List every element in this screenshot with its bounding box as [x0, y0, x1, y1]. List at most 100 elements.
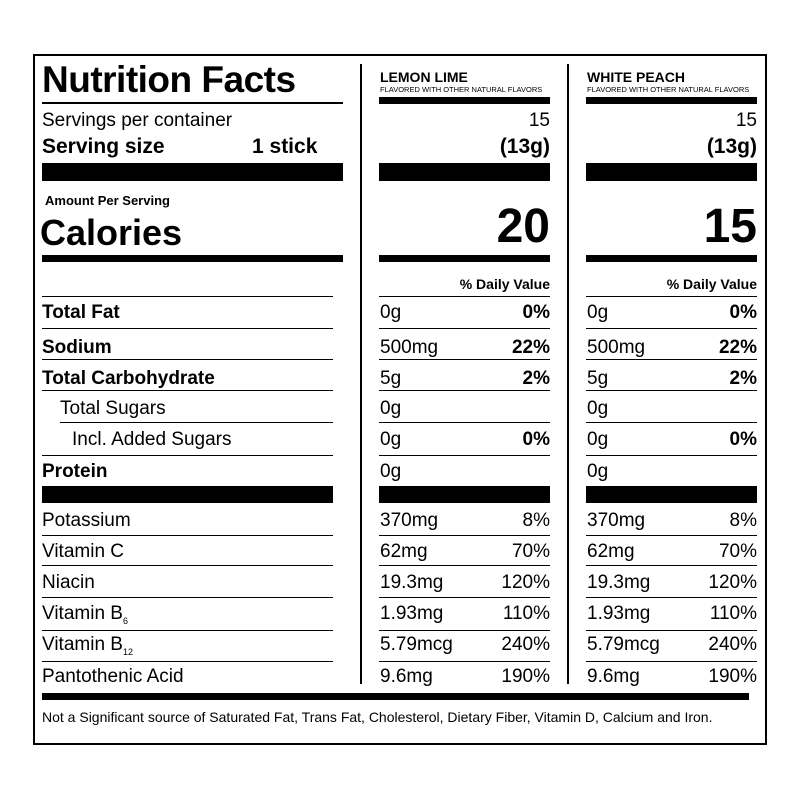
total-sugars-amount: 0g [380, 398, 402, 419]
vitamin-b6-amount: 1.93mg [380, 603, 444, 624]
servings-per-container-label: Servings per container [42, 110, 233, 131]
protein-amount: 0g [587, 461, 609, 482]
rule [586, 390, 757, 391]
niacin-label: Niacin [42, 572, 95, 593]
thick-bar-serving [586, 163, 757, 181]
vitamin-b12-amount: 5.79mcg [587, 634, 660, 655]
rule [379, 565, 550, 566]
rule [379, 422, 550, 423]
rule [586, 296, 757, 297]
daily-value-header: % Daily Value [459, 276, 550, 292]
daily-value-header: % Daily Value [666, 276, 757, 292]
calories-value: 15 [703, 200, 757, 253]
vitamin-c-dv: 70% [511, 541, 550, 562]
label-title: Nutrition Facts [42, 59, 296, 100]
serving-size-label: Serving size [42, 135, 165, 158]
total-fat-amount: 0g [380, 302, 402, 323]
vitamin-b6-subscript: 6 [122, 616, 128, 626]
flavor-subtitle: FLAVORED WITH OTHER NATURAL FLAVORS [380, 85, 543, 94]
serving-weight: (13g) [706, 135, 757, 158]
rule [379, 390, 550, 391]
rule [379, 359, 550, 360]
rule [60, 422, 333, 423]
title-rule [42, 102, 343, 104]
vitamin-b6-amount: 1.93mg [587, 603, 651, 624]
servings-value: 15 [528, 110, 550, 131]
pantothenic-acid-label: Pantothenic Acid [42, 666, 184, 687]
total-fat-label: Total Fat [42, 302, 120, 323]
rule [379, 597, 550, 598]
calories-value: 20 [496, 200, 550, 253]
rule [42, 328, 333, 329]
protein-amount: 0g [380, 461, 402, 482]
thick-bar-serving [42, 163, 343, 181]
thick-bar-serving [379, 163, 550, 181]
pantothenic-acid-amount: 9.6mg [587, 666, 640, 687]
thick-bar-protein [586, 486, 757, 503]
rule [586, 630, 757, 631]
total-fat-dv: 0% [522, 302, 550, 323]
rule [586, 422, 757, 423]
added-sugars-amount: 0g [587, 429, 609, 450]
rule [379, 661, 550, 662]
vitamin-b12-amount: 5.79mcg [380, 634, 453, 655]
amount-per-serving-label: Amount Per Serving [45, 193, 170, 208]
rule [586, 565, 757, 566]
column-divider-1 [360, 64, 362, 684]
calories-label: Calories [40, 212, 183, 253]
niacin-amount: 19.3mg [587, 572, 651, 593]
rule [42, 630, 333, 631]
rule [42, 661, 333, 662]
potassium-label: Potassium [42, 510, 131, 531]
vitamin-b12-label: Vitamin B12 [42, 634, 133, 657]
flavor-name: LEMON LIME [380, 69, 468, 85]
rule [586, 359, 757, 360]
sodium-amount: 500mg [380, 337, 439, 358]
thick-bar-protein [379, 486, 550, 503]
potassium-amount: 370mg [587, 510, 646, 531]
vitamin-b6-label: Vitamin B6 [42, 603, 128, 626]
rule [379, 455, 550, 456]
flavor-header-bar [586, 97, 757, 104]
rule [586, 455, 757, 456]
total-carbohydrate-amount: 5g [380, 368, 402, 389]
rule [586, 597, 757, 598]
sodium-dv: 22% [511, 337, 550, 358]
flavor-name: WHITE PEACH [587, 69, 685, 85]
medium-bar-calories [586, 255, 757, 262]
vitamin-c-amount: 62mg [380, 541, 428, 562]
thick-bar-protein [42, 486, 333, 503]
added-sugars-label: Incl. Added Sugars [72, 429, 232, 450]
medium-bar-calories [379, 255, 550, 262]
potassium-dv: 8% [729, 510, 757, 531]
footnote-bar [42, 693, 749, 700]
vitamin-c-label: Vitamin C [42, 541, 125, 562]
total-fat-dv: 0% [729, 302, 757, 323]
vitamin-c-amount: 62mg [587, 541, 635, 562]
rule [586, 328, 757, 329]
rule [42, 565, 333, 566]
added-sugars-dv: 0% [729, 429, 757, 450]
potassium-dv: 8% [522, 510, 550, 531]
added-sugars-amount: 0g [380, 429, 402, 450]
vitamin-b12-dv: 240% [708, 634, 757, 655]
rule [379, 296, 550, 297]
potassium-amount: 370mg [380, 510, 439, 531]
rule [379, 630, 550, 631]
rule [42, 296, 333, 297]
vitamin-b6-dv: 110% [502, 603, 550, 624]
total-fat-amount: 0g [587, 302, 609, 323]
column-divider-2 [567, 64, 569, 684]
total-carbohydrate-dv: 2% [729, 368, 757, 389]
medium-bar-calories [42, 255, 343, 262]
vitamin-b12-dv: 240% [501, 634, 550, 655]
rule [42, 535, 333, 536]
rule [42, 597, 333, 598]
sodium-dv: 22% [718, 337, 757, 358]
total-carbohydrate-label: Total Carbohydrate [42, 368, 215, 389]
niacin-dv: 120% [501, 572, 550, 593]
protein-label: Protein [42, 461, 108, 482]
vitamin-b12-subscript: 12 [122, 647, 133, 657]
vitamin-b6-dv: 110% [709, 603, 757, 624]
niacin-amount: 19.3mg [380, 572, 444, 593]
